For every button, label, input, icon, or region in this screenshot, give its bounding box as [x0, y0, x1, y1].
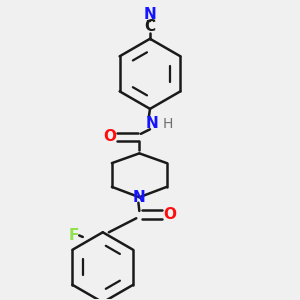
Text: H: H [163, 117, 173, 131]
Text: F: F [68, 228, 79, 243]
Text: O: O [163, 207, 176, 222]
Text: O: O [103, 129, 116, 144]
Text: C: C [144, 19, 156, 34]
Text: N: N [146, 116, 159, 131]
Text: N: N [133, 190, 146, 205]
Text: N: N [144, 7, 156, 22]
